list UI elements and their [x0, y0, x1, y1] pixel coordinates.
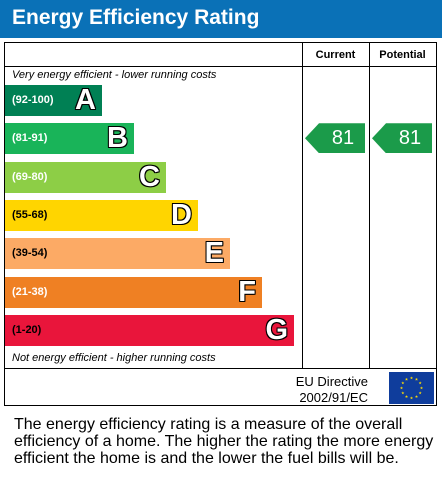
- rating-band-letter: D: [171, 198, 192, 231]
- rating-band-range: (39-54): [12, 247, 48, 260]
- rating-band-range: (21-38): [12, 285, 48, 298]
- rating-band-letter: C: [139, 160, 160, 193]
- rating-band-g: (1-20) G: [5, 313, 294, 346]
- eu-star-icon: [414, 377, 419, 381]
- page-title: Energy Efficiency Rating: [12, 6, 260, 29]
- column-divider-potential: [369, 43, 370, 369]
- potential-rating-indicator: 81: [372, 123, 432, 154]
- rating-band-c: (69-80) C: [5, 160, 166, 193]
- rating-band-range: (69-80): [12, 170, 48, 183]
- current-rating-value: 81: [331, 127, 355, 150]
- eu-star-icon: [404, 377, 409, 381]
- rating-table: Current Potential Very energy efficient …: [4, 42, 437, 406]
- column-divider-current: [302, 43, 303, 369]
- eu-directive-line1: EU Directive: [295, 374, 368, 389]
- eu-directive-line2: 2002/91/EC: [299, 390, 368, 405]
- eu-star-icon: [401, 391, 405, 395]
- description-text: The energy efficiency rating is a measur…: [14, 416, 434, 467]
- eu-star-icon: [418, 381, 422, 385]
- rating-band-letter: A: [75, 84, 96, 116]
- rating-band-a: (92-100) A: [5, 85, 102, 116]
- rating-band-letter: F: [238, 275, 256, 308]
- note-efficient: Very energy efficient - lower running co…: [12, 69, 217, 81]
- footer-divider: [5, 368, 436, 369]
- current-rating-indicator: 81: [305, 123, 365, 154]
- eu-star-icon: [418, 391, 422, 395]
- rating-band-range: (55-68): [12, 208, 48, 221]
- rating-band-f: (21-38) F: [5, 275, 262, 308]
- rating-band-range: (92-100): [12, 94, 54, 106]
- potential-rating-value: 81: [398, 127, 422, 150]
- eu-star-icon: [414, 395, 419, 398]
- note-inefficient: Not energy efficient - higher running co…: [12, 352, 216, 364]
- rating-band-e: (39-54) E: [5, 237, 230, 270]
- rating-band-range: (81-91): [12, 132, 48, 145]
- rating-band-range: (1-20): [12, 323, 42, 336]
- eu-star-icon: [404, 395, 409, 398]
- header-bar: Energy Efficiency Rating: [0, 0, 442, 38]
- rating-band-d: (55-68) D: [5, 198, 198, 231]
- eu-star-icon: [409, 396, 414, 400]
- rating-band-letter: B: [107, 122, 128, 155]
- header-divider: [5, 66, 436, 67]
- rating-band-b: (81-91) B: [5, 122, 134, 155]
- rating-band-letter: G: [265, 313, 288, 346]
- column-header-current: Current: [315, 49, 356, 61]
- eu-star-icon: [409, 376, 414, 380]
- column-header-potential: Potential: [379, 49, 426, 61]
- eu-flag-icon: [389, 372, 434, 404]
- eu-star-icon: [419, 386, 424, 390]
- eu-star-icon: [401, 381, 405, 385]
- rating-band-letter: E: [204, 237, 224, 270]
- eu-directive: EU Directive 2002/91/EC: [288, 374, 368, 406]
- eu-star-icon: [399, 386, 404, 390]
